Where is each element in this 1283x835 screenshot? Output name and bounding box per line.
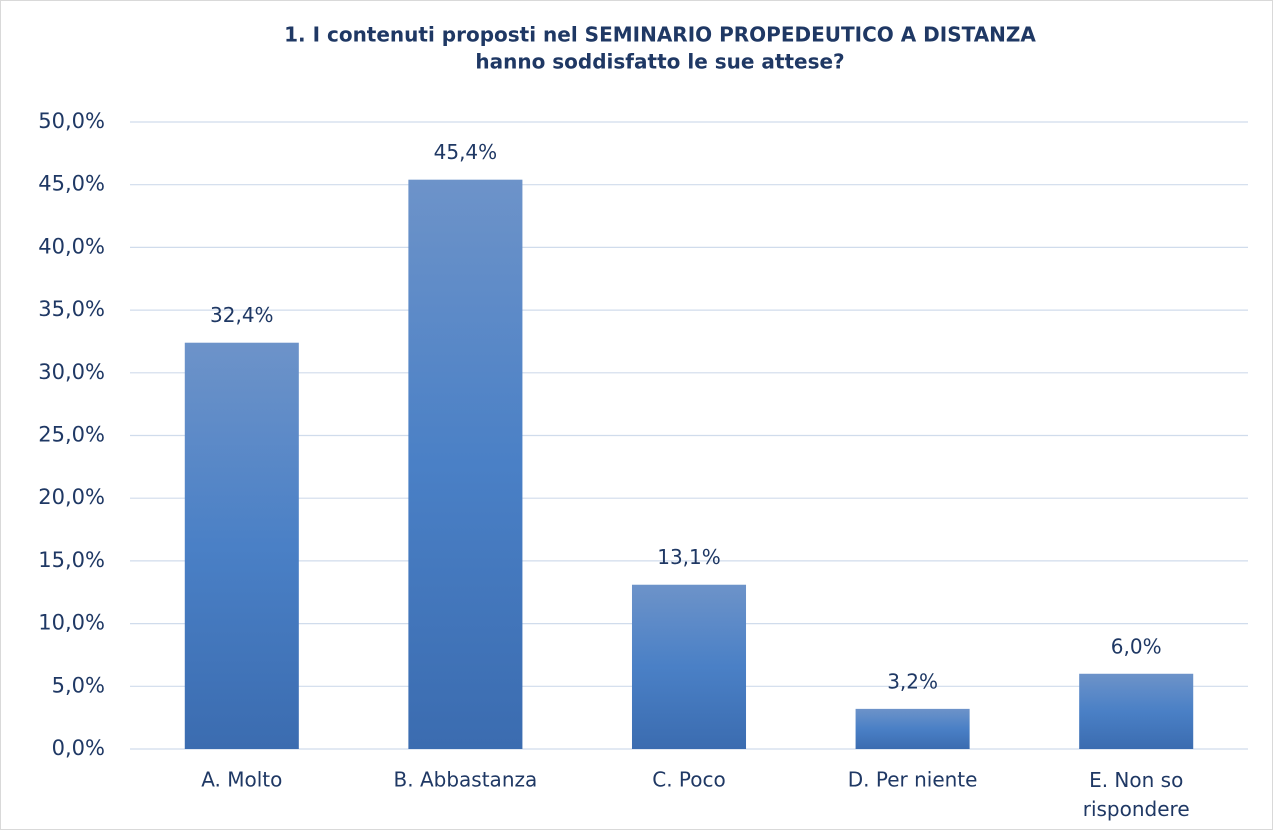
chart-title: 1. I contenuti proposti nel SEMINARIO PR… xyxy=(284,23,1036,47)
y-tick-label: 35,0% xyxy=(38,297,105,321)
y-tick-label: 15,0% xyxy=(38,548,105,572)
data-label: 3,2% xyxy=(887,669,938,693)
y-tick-label: 45,0% xyxy=(38,172,105,196)
bar xyxy=(631,584,747,749)
y-tick-label: 30,0% xyxy=(38,360,105,384)
data-label: 45,4% xyxy=(434,140,498,164)
x-tick-label: B. Abbastanza xyxy=(394,768,538,792)
y-tick-label: 0,0% xyxy=(52,736,105,760)
bar xyxy=(855,708,970,749)
y-tick-label: 40,0% xyxy=(38,234,105,258)
bar xyxy=(1079,673,1194,749)
data-label: 32,4% xyxy=(210,303,274,327)
data-label: 6,0% xyxy=(1111,634,1162,658)
y-tick-label: 5,0% xyxy=(52,673,105,697)
chart-title: hanno soddisfatto le sue attese? xyxy=(475,50,844,74)
x-tick-label: A. Molto xyxy=(201,768,282,792)
y-tick-label: 10,0% xyxy=(38,611,105,635)
x-tick-label: D. Per niente xyxy=(848,768,978,792)
y-tick-label: 50,0% xyxy=(38,109,105,133)
x-tick-label: C. Poco xyxy=(652,768,726,792)
data-label: 13,1% xyxy=(657,545,721,569)
y-tick-label: 25,0% xyxy=(38,423,105,447)
bar xyxy=(184,342,299,749)
y-tick-label: 20,0% xyxy=(38,485,105,509)
bar xyxy=(408,179,523,749)
x-tick-label: E. Non so rispondere xyxy=(1083,768,1190,821)
